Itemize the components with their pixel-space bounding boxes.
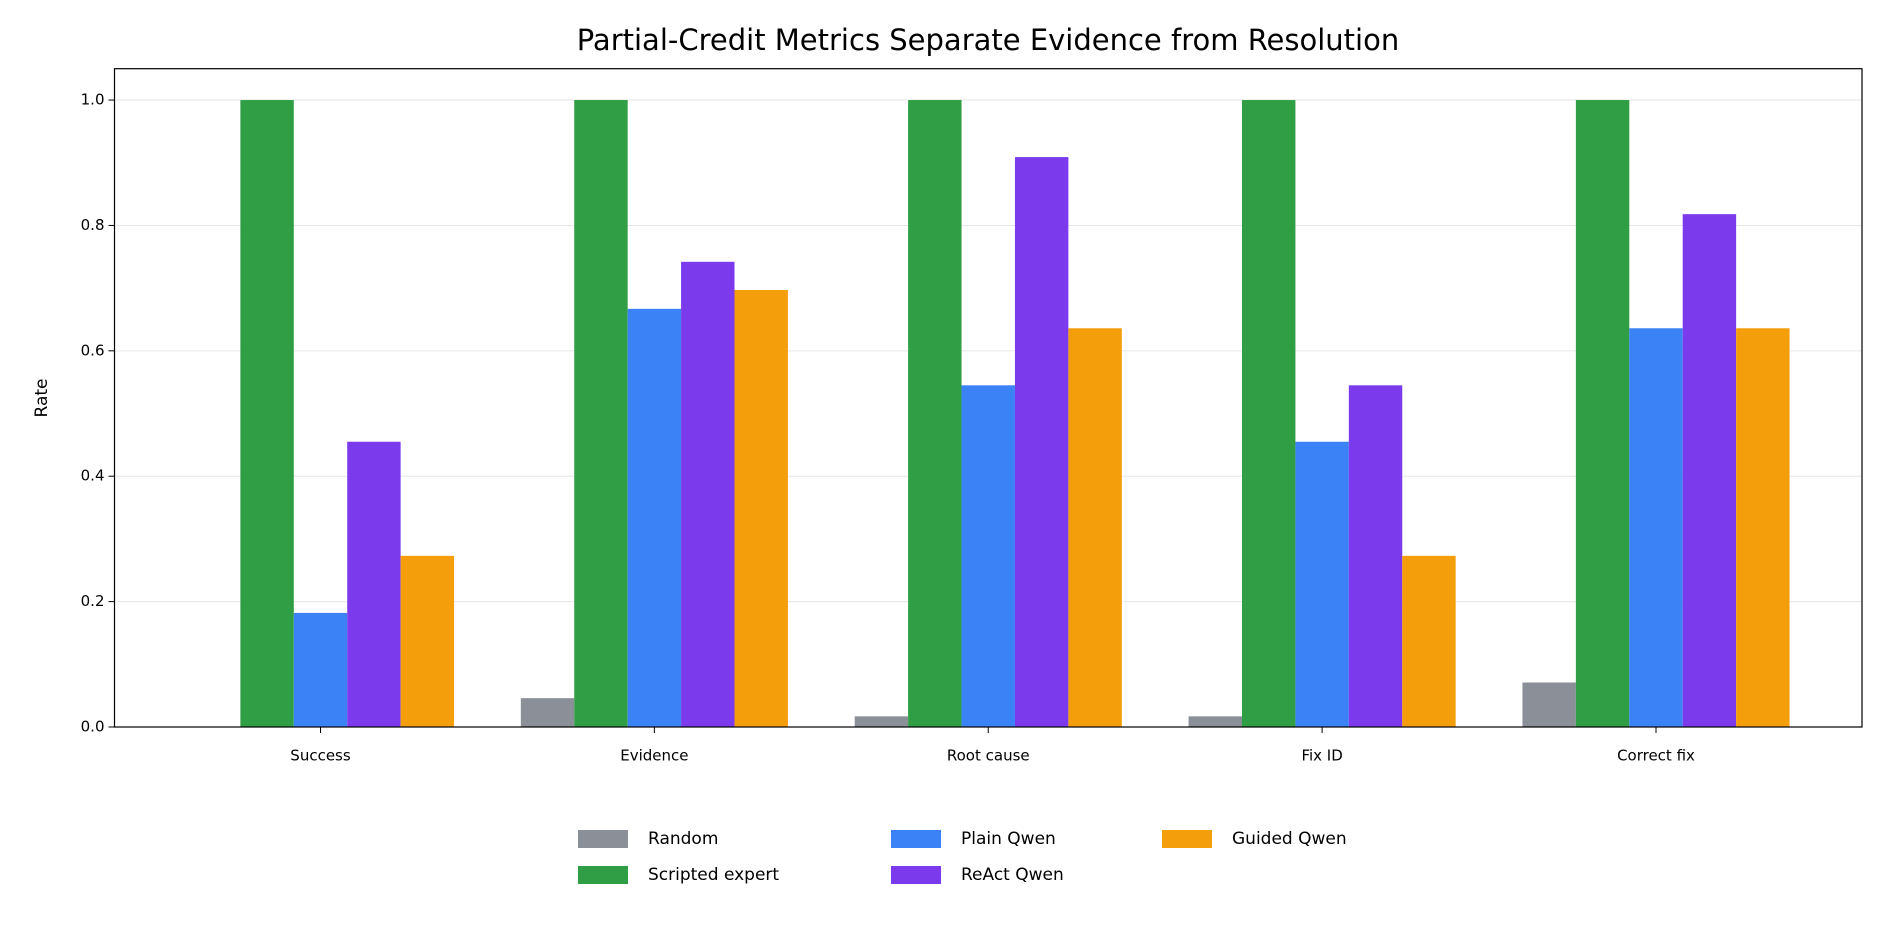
plot-frame: [113, 68, 1863, 728]
bar: [854, 716, 909, 727]
bar: [1629, 328, 1683, 727]
bar: [681, 261, 735, 727]
legend-swatch: [1162, 830, 1212, 848]
legend-swatch: [891, 866, 941, 884]
bar: [1295, 441, 1349, 727]
bar: [734, 290, 788, 727]
bar: [400, 555, 455, 727]
bar: [1682, 214, 1737, 727]
bar: [1736, 328, 1790, 727]
legend-label: Scripted expert: [648, 865, 779, 885]
bar: [961, 385, 1015, 727]
bar: [293, 612, 348, 727]
bar: [520, 698, 575, 727]
y-tick-label: 1.0: [81, 91, 105, 109]
bar: [1402, 555, 1456, 727]
x-tick-label: Root cause: [947, 747, 1030, 765]
y-tick-label: 0.0: [81, 718, 105, 736]
legend-swatch: [891, 830, 941, 848]
bar: [240, 100, 294, 728]
bar: [627, 308, 682, 727]
y-tick-label: 0.4: [81, 467, 105, 485]
bar: [908, 100, 962, 728]
y-axis-label: Rate: [32, 379, 52, 418]
bar: [1068, 328, 1122, 727]
bar: [1522, 682, 1576, 727]
x-tick-label: Success: [290, 747, 351, 765]
y-tick-label: 0.8: [81, 216, 105, 234]
bar: [1575, 100, 1630, 728]
legend-label: Plain Qwen: [961, 829, 1056, 849]
bar: [1241, 100, 1296, 728]
legend-label: Guided Qwen: [1232, 829, 1347, 849]
x-tick-label: Evidence: [620, 747, 688, 765]
bar: [1348, 385, 1403, 727]
x-tick-label: Fix ID: [1301, 747, 1342, 765]
bar: [574, 100, 628, 728]
x-tick-label: Correct fix: [1617, 747, 1695, 765]
y-tick-label: 0.2: [81, 592, 105, 610]
legend-swatch: [578, 830, 628, 848]
legend-label: Random: [648, 829, 718, 849]
y-tick-label: 0.6: [81, 341, 105, 359]
legend-swatch: [578, 866, 628, 884]
bar: [1014, 157, 1069, 727]
bar: [347, 441, 401, 727]
legend-label: ReAct Qwen: [961, 865, 1064, 885]
bar: [1188, 716, 1242, 727]
chart-title: Partial-Credit Metrics Separate Evidence…: [577, 23, 1399, 57]
